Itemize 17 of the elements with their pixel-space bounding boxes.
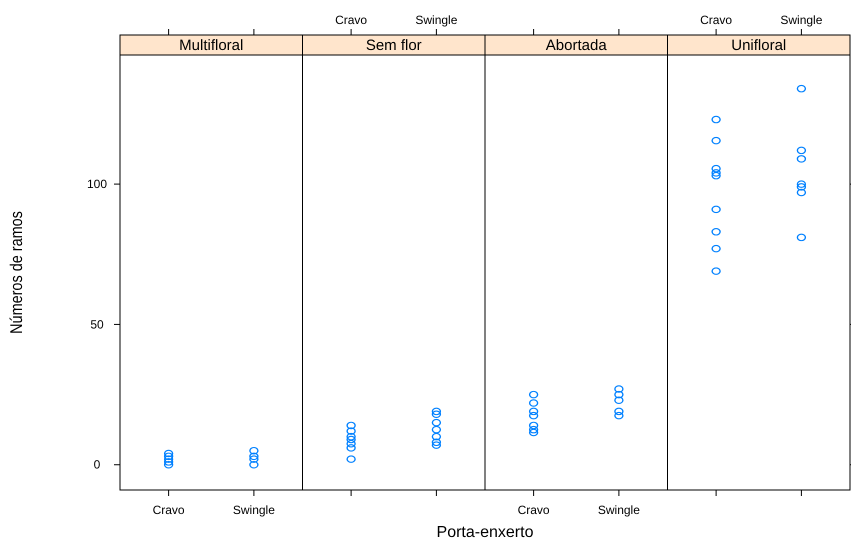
x-tick-label: Swingle [780,13,823,27]
chart-title: Sem flor [366,37,422,54]
x-tick-label: Swingle [232,503,276,517]
x-tick-label: Swingle [598,503,640,517]
x-tick-label: Cravo [335,13,368,27]
x-tick-label: Cravo [152,503,185,517]
y-axis-title: Números de ramos [8,211,26,334]
y-tick-label: 100 [86,177,108,192]
x-tick-label: Cravo [700,13,732,27]
chart-title: Unifloral [731,37,786,54]
x-axis-title: Porta-enxerto [436,524,534,541]
chart-title: Multifloral [179,37,244,54]
y-tick-label: 0 [94,458,101,472]
chart-title: Abortada [546,37,608,54]
y-tick-label: 50 [90,317,104,332]
x-tick-label: Swingle [415,13,458,27]
x-tick-label: Cravo [518,503,550,517]
